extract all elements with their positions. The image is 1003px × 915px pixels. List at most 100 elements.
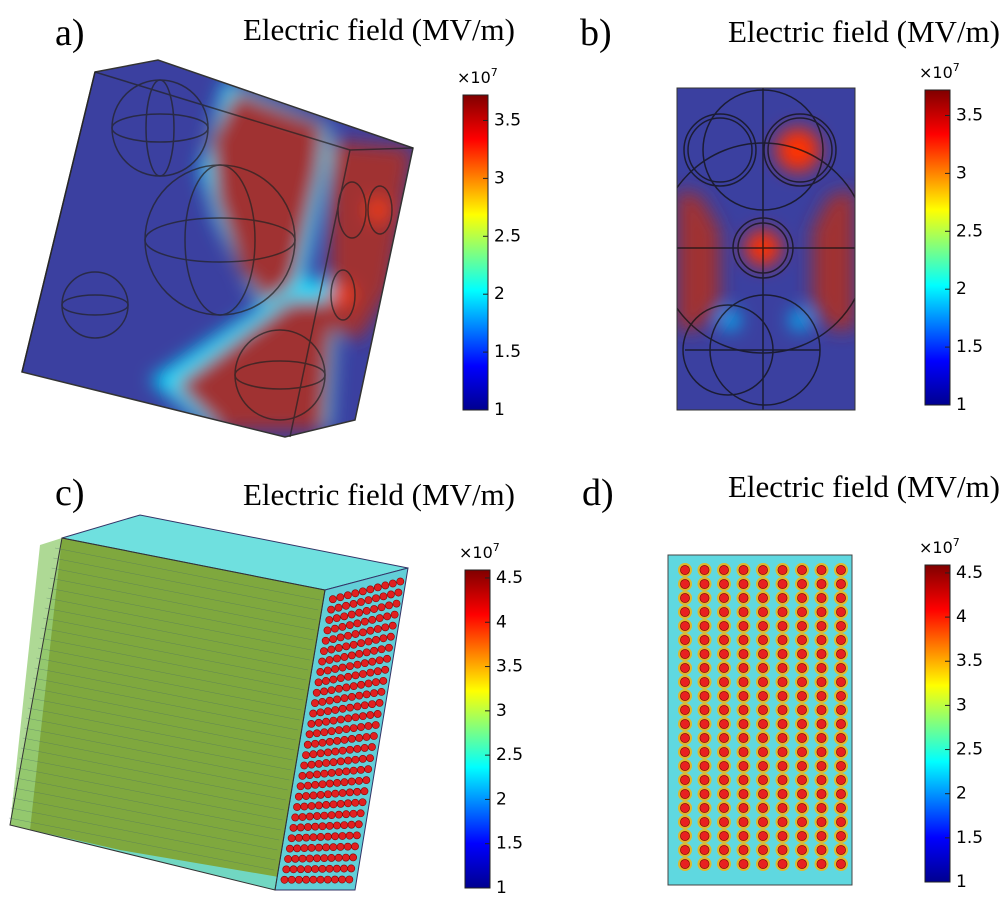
field-dot — [387, 633, 394, 640]
field-dot — [301, 845, 308, 852]
field-dot — [719, 677, 728, 686]
field-dot — [719, 747, 728, 756]
field-dot — [326, 616, 333, 623]
field-dot — [308, 802, 315, 809]
field-dot — [836, 649, 845, 658]
field-dot — [315, 844, 322, 851]
field-dot — [758, 579, 767, 588]
field-dot — [311, 700, 318, 707]
field-dot — [700, 677, 709, 686]
field-dot — [797, 789, 806, 798]
field-dot — [778, 635, 787, 644]
field-dot — [304, 741, 311, 748]
field-dot — [335, 854, 342, 861]
field-dot — [371, 605, 378, 612]
field-dot — [778, 649, 787, 658]
field-dot — [352, 590, 359, 597]
field-dot — [328, 728, 335, 735]
field-dot — [367, 754, 374, 761]
panel-label: b) — [580, 12, 612, 54]
field-dot — [817, 705, 826, 714]
colorbar-tick-label: 3.5 — [496, 657, 523, 677]
field-dot — [341, 613, 348, 620]
field-dot — [378, 646, 385, 653]
field-dot — [359, 588, 366, 595]
field-dot — [817, 803, 826, 812]
field-dot — [719, 649, 728, 658]
field-dot — [359, 755, 366, 762]
multiplier-base: ×10 — [919, 538, 953, 557]
field-dot — [758, 733, 767, 742]
field-dot — [361, 660, 368, 667]
field-dot — [319, 823, 326, 830]
field-dot — [836, 565, 845, 574]
field-dot — [797, 565, 806, 574]
field-dot — [328, 646, 335, 653]
field-dot — [393, 600, 400, 607]
field-dot — [345, 673, 352, 680]
field-dot — [700, 719, 709, 728]
field-dot — [817, 677, 826, 686]
field-dot — [356, 734, 363, 741]
field-dot — [354, 703, 361, 710]
field-dot — [817, 817, 826, 826]
field-dot — [343, 684, 350, 691]
field-dot — [758, 565, 767, 574]
field-dot — [680, 775, 689, 784]
field-dot — [739, 691, 748, 700]
field-dot — [369, 700, 376, 707]
colorbar-tick-label: 3.5 — [956, 651, 983, 671]
field-dot — [284, 855, 291, 862]
field-dot — [317, 833, 324, 840]
field-dot — [326, 656, 333, 663]
field-dot — [778, 761, 787, 770]
field-dot — [778, 565, 787, 574]
field-dot — [326, 822, 333, 829]
field-dot — [817, 593, 826, 602]
field-dot — [836, 635, 845, 644]
field-dot — [778, 579, 787, 588]
field-dot — [319, 865, 326, 872]
field-dot — [348, 652, 355, 659]
field-dot — [330, 844, 337, 851]
field-dot — [337, 594, 344, 601]
field-dot — [758, 859, 767, 868]
field-dot — [326, 697, 333, 704]
field-dot — [680, 859, 689, 868]
field-dot — [317, 750, 324, 757]
field-dot — [333, 615, 340, 622]
field-dot — [758, 705, 767, 714]
colorbar-tick-label: 1.5 — [956, 337, 983, 357]
field-dot — [836, 621, 845, 630]
field-dot — [341, 695, 348, 702]
field-dot — [337, 758, 344, 765]
field-dot — [680, 831, 689, 840]
field-dot — [680, 803, 689, 812]
colorbar-tick-label: 4 — [956, 607, 967, 627]
field-dot — [797, 593, 806, 602]
colorbar-tick-label: 3 — [956, 695, 967, 715]
panel-title: Electric field (MV/m) — [728, 14, 1000, 49]
field-dot — [374, 584, 381, 591]
field-dot — [317, 876, 324, 883]
field-dot — [778, 747, 787, 756]
field-dot — [355, 777, 362, 784]
field-dot — [836, 607, 845, 616]
field-dot — [778, 607, 787, 616]
field-dot — [680, 677, 689, 686]
field-dot — [295, 834, 302, 841]
colorbar-tick-label: 1.5 — [956, 828, 983, 848]
field-dot — [797, 859, 806, 868]
field-dot — [348, 778, 355, 785]
field-dot — [380, 677, 387, 684]
field-dot — [758, 775, 767, 784]
colorbar-tick-label: 2 — [956, 784, 967, 804]
colorbar-tick-label: 1 — [956, 872, 967, 892]
field-dot — [341, 736, 348, 743]
colorbar-tick-label: 2 — [494, 284, 505, 304]
field-dot — [344, 843, 351, 850]
panel-b-image — [658, 88, 868, 410]
panel-label: c) — [55, 472, 85, 514]
field-dot — [836, 747, 845, 756]
field-dot — [680, 649, 689, 658]
